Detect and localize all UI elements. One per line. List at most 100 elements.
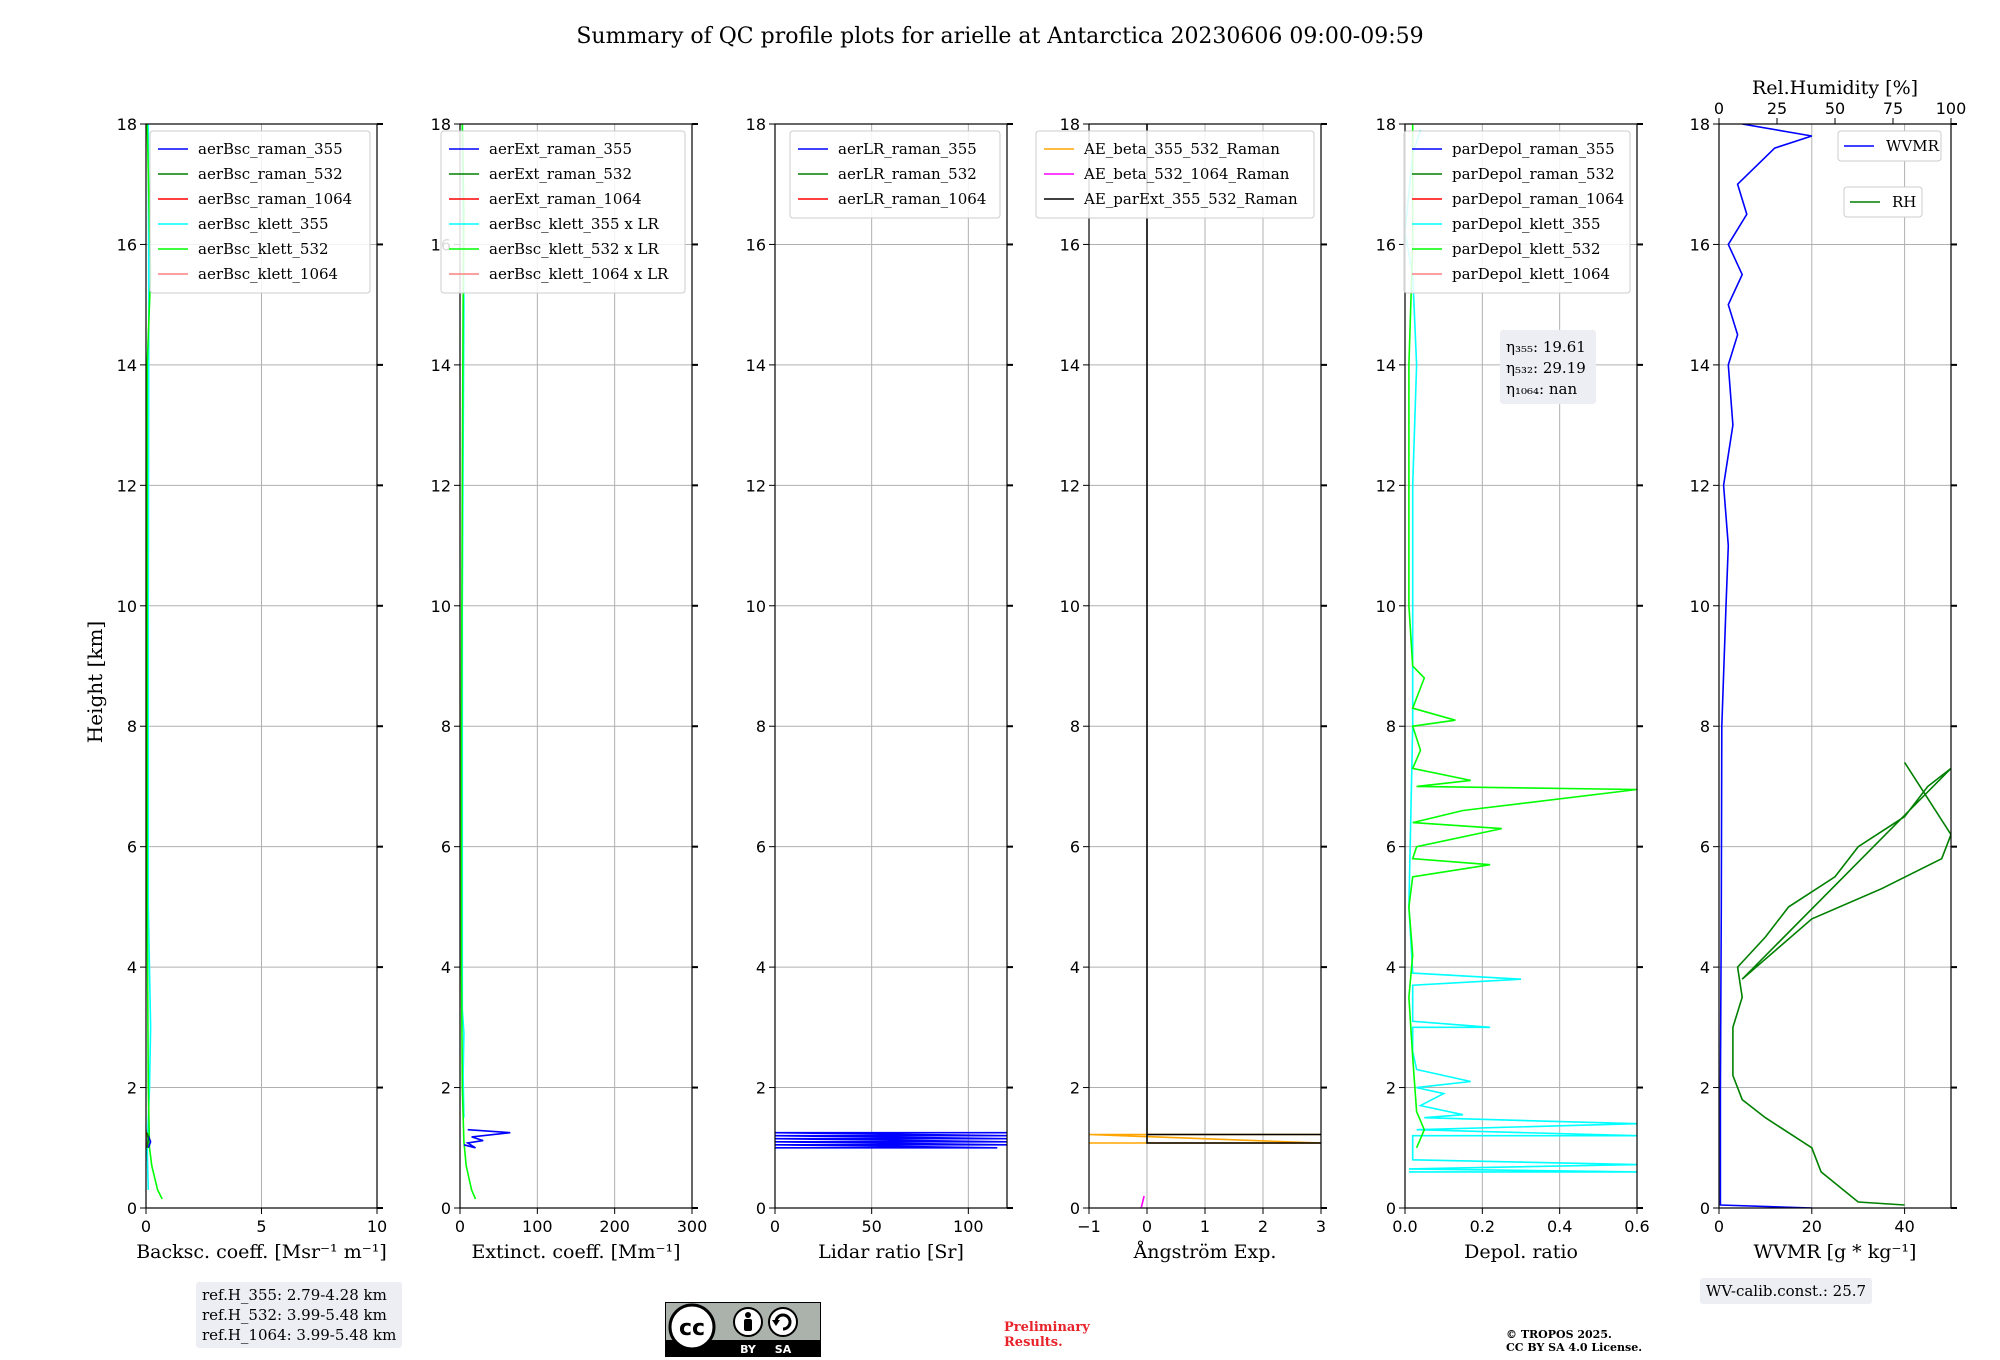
legend-box [1035, 130, 1315, 219]
y-tick-label: 18 [117, 115, 137, 134]
legend-entry: aerBsc_klett_1064 [198, 265, 338, 283]
x-tick-label: 0 [1142, 1217, 1152, 1236]
y-tick-label: 10 [117, 597, 137, 616]
series-line-aerExt_raman_355 [463, 1128, 511, 1149]
x2-tick-label: 100 [1936, 99, 1967, 118]
y-tick-label: 18 [1060, 115, 1080, 134]
legend-box [789, 130, 1001, 219]
x-tick-label: 50 [861, 1217, 881, 1236]
legend-entry: AE_parExt_355_532_Raman [1083, 190, 1298, 208]
series-line-parDepol_klett_532 [1408, 124, 1637, 1149]
x-tick-label: 1 [1200, 1217, 1210, 1236]
y-tick-label: 8 [1386, 717, 1396, 736]
x-tick-label: 2 [1258, 1217, 1268, 1236]
y-tick-label: 16 [117, 235, 137, 254]
y-tick-label: 12 [1060, 476, 1080, 495]
x-tick-label: 20 [1802, 1217, 1822, 1236]
legend-entry: parDepol_klett_355 [1452, 215, 1601, 233]
axes-frame [774, 123, 1008, 1209]
axes-frame [459, 123, 693, 1209]
x-tick-label: 300 [677, 1217, 708, 1236]
y-tick-label: 10 [746, 597, 766, 616]
y-tick-label: 14 [1690, 356, 1710, 375]
x-tick-label: 0.6 [1624, 1217, 1649, 1236]
refh-355: ref.H_355: 2.79-4.28 km [202, 1286, 387, 1304]
y-tick-label: 18 [1376, 115, 1396, 134]
y-tick-label: 8 [756, 717, 766, 736]
legend-entry: aerBsc_raman_355 [198, 140, 343, 158]
x-tick-label: 0 [455, 1217, 465, 1236]
legend-box-RH [1843, 186, 1923, 218]
x-tick-label: −1 [1077, 1217, 1101, 1236]
sa-label: SA [775, 1343, 792, 1356]
y-tick-label: 12 [746, 476, 766, 495]
y-tick-label: 10 [1690, 597, 1710, 616]
y-tick-label: 2 [756, 1079, 766, 1098]
x-tick-label: 40 [1894, 1217, 1914, 1236]
axes-frame [1718, 123, 1952, 1209]
wv-calibration-box: WV-calib.const.: 25.7 [1700, 1278, 1873, 1304]
legend-entry: parDepol_klett_532 [1452, 240, 1601, 258]
x-axis-label-bsc: Backsc. coeff. [Msr⁻¹ m⁻¹] [136, 1241, 387, 1263]
legend-entry: parDepol_raman_1064 [1452, 190, 1624, 208]
y-tick-label: 6 [756, 838, 766, 857]
legend-entry: AE_beta_532_1064_Raman [1083, 165, 1290, 183]
panel-wv: 0 20 40 0 2 4 6 8 10 12 14 16 18 WVMR [g * kg⁻¹] 0 25 50… [1690, 77, 1967, 1263]
y-tick-label: 10 [1376, 597, 1396, 616]
y-tick-label: 6 [127, 838, 137, 857]
y-tick-label: 4 [1070, 958, 1080, 977]
panel-lr: 0 50 100 0 2 4 6 8 10 12 14 16 18 Lidar ratio [Sr] aer… [746, 115, 1013, 1263]
panel-bsc: 0 5 10 0 2 4 6 8 10 12 14 16 18 Backsc. coeff. [Msr⁻¹… [117, 115, 388, 1263]
legend-entry: RH [1892, 193, 1916, 211]
legend-box-WVMR [1837, 130, 1942, 162]
y-tick-label: 2 [441, 1079, 451, 1098]
reference-height-box: ref.H_355: 2.79-4.28 km ref.H_532: 3.99-… [196, 1282, 403, 1348]
x-axis-label-wv: WVMR [g * kg⁻¹] [1754, 1241, 1917, 1263]
x-axis-label-ext: Extinct. coeff. [Mm⁻¹] [471, 1241, 680, 1263]
y-tick-label: 8 [1070, 717, 1080, 736]
series-line-aerBsc_raman_532 [146, 1132, 150, 1148]
y-tick-label: 6 [1700, 838, 1710, 857]
y-tick-label: 14 [431, 356, 451, 375]
series-line-AE_beta_532_1064_Raman [1140, 1195, 1145, 1208]
y-tick-label: 18 [431, 115, 451, 134]
y-tick-label: 8 [441, 717, 451, 736]
cc-circle-icon [668, 1303, 716, 1351]
x-tick-label: 100 [522, 1217, 553, 1236]
x2-tick-label: 75 [1883, 99, 1903, 118]
y-tick-label: 4 [756, 958, 766, 977]
series-line-WVMR [1719, 124, 1813, 1208]
y-tick-label: 2 [127, 1079, 137, 1098]
panel-depol: 0.0 0.2 0.4 0.6 0 2 4 6 8 10 12 14 16 18 Depol. ratio p… [1376, 115, 1650, 1263]
panel-ext: 0100200300024681012141618Extinct. coeff.… [431, 115, 708, 1263]
x2-tick-label: 50 [1825, 99, 1845, 118]
x-tick-label: 10 [367, 1217, 387, 1236]
x-tick-label: 0 [770, 1217, 780, 1236]
y-tick-label: 16 [1690, 235, 1710, 254]
y-tick-label: 4 [441, 958, 451, 977]
x2-tick-label: 25 [1767, 99, 1787, 118]
legend-entry: aerExt_raman_355 [489, 140, 632, 158]
y-tick-label: 0 [1700, 1199, 1710, 1218]
series-line-AE_parExt_355_532_Raman [1146, 124, 1321, 1144]
y-tick-label: 18 [746, 115, 766, 134]
x-axis-label-lr: Lidar ratio [Sr] [818, 1241, 964, 1263]
y-tick-label: 0 [756, 1199, 766, 1218]
series-line-aerBsc_raman_355 [147, 1135, 152, 1149]
y-tick-label: 12 [1376, 476, 1396, 495]
legend-entry: aerExt_raman_532 [489, 165, 632, 183]
y-tick-label: 16 [1376, 235, 1396, 254]
y-tick-label: 8 [1700, 717, 1710, 736]
x-tick-label: 0.0 [1392, 1217, 1417, 1236]
y-tick-label: 6 [441, 838, 451, 857]
x-tick-label: 0.4 [1547, 1217, 1572, 1236]
y-tick-label: 6 [1070, 838, 1080, 857]
y-tick-label: 16 [1060, 235, 1080, 254]
eta-annotation-eta355: η₃₅₅: 19.61 [1506, 338, 1586, 356]
legend-entry: AE_beta_355_532_Raman [1083, 140, 1280, 158]
y-tick-label: 0 [441, 1199, 451, 1218]
series-line-aerBsc_klett_532 [146, 124, 163, 1200]
y-axis-label: Height [km] [83, 621, 107, 743]
refh-1064: ref.H_1064: 3.99-5.48 km [202, 1326, 397, 1344]
legend-entry: parDepol_klett_1064 [1452, 265, 1610, 283]
